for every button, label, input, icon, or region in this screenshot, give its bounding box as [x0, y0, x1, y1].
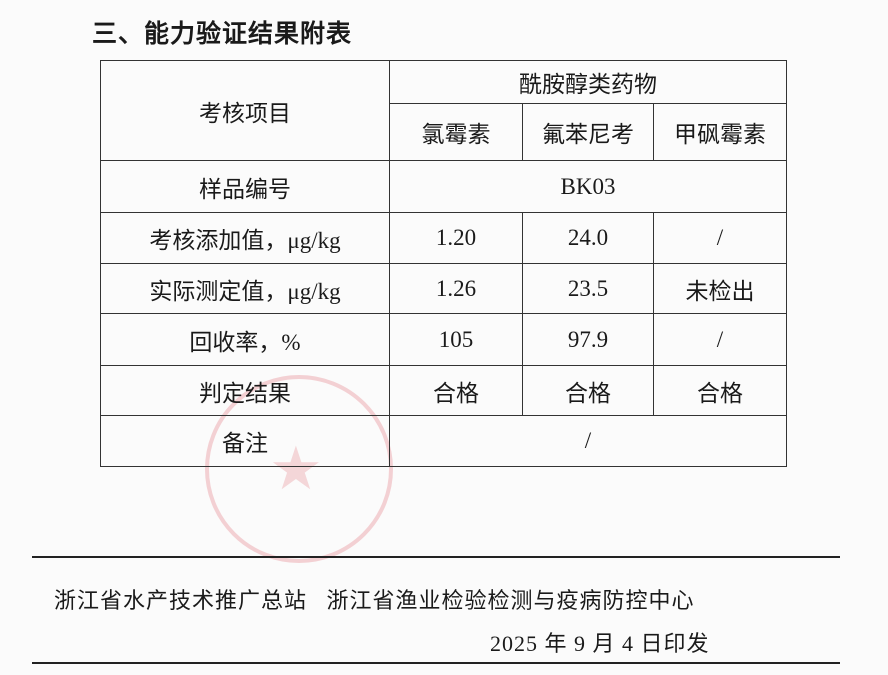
cell: 24.0 — [522, 212, 654, 264]
cell: 1.20 — [389, 212, 523, 264]
issuing-org: 浙江省水产技术推广总站 — [54, 588, 308, 613]
group-header: 酰胺醇类药物 — [389, 60, 787, 104]
table-row: 实际测定值，μg/kg 1.26 23.5 未检出 — [100, 263, 787, 314]
row-label: 考核添加值，μg/kg — [100, 212, 390, 264]
footer-orgs: 浙江省水产技术推广总站 浙江省渔业检验检测与疫病防控中心 — [54, 583, 695, 615]
divider — [32, 662, 840, 664]
cell: 97.9 — [522, 313, 654, 366]
drug-header: 氯霉素 — [389, 103, 523, 161]
results-table: 考核项目 酰胺醇类药物 氯霉素 氟苯尼考 甲砜霉素 样品编号 BK03 考核添加… — [100, 60, 787, 467]
sample-id: BK03 — [389, 160, 787, 213]
table-row: 判定结果 合格 合格 合格 — [100, 365, 787, 416]
section-heading: 三、能力验证结果附表 — [92, 21, 353, 48]
drug-header: 甲砜霉素 — [653, 103, 787, 161]
remark-label: 备注 — [100, 415, 390, 467]
cell: 合格 — [522, 365, 654, 416]
table-row: 回收率，% 105 97.9 / — [100, 313, 787, 366]
row-label: 判定结果 — [100, 365, 390, 416]
drug-header: 氟苯尼考 — [522, 103, 654, 161]
issue-date: 2025 年 9 月 4 日印发 — [490, 631, 710, 656]
cell: 105 — [389, 313, 523, 366]
issuing-org: 浙江省渔业检验检测与疫病防控中心 — [326, 588, 695, 613]
cell: 23.5 — [522, 263, 654, 314]
cell: / — [653, 212, 787, 264]
divider — [32, 556, 840, 558]
row-label: 实际测定值，μg/kg — [100, 263, 390, 314]
cell: 1.26 — [389, 263, 523, 314]
cell: 未检出 — [653, 263, 787, 314]
remark-value: / — [389, 415, 787, 467]
cell: 合格 — [389, 365, 523, 416]
cell: / — [653, 313, 787, 366]
row-label: 回收率，% — [100, 313, 390, 366]
cell: 合格 — [653, 365, 787, 416]
sample-label: 样品编号 — [100, 160, 390, 213]
table-row: 考核添加值，μg/kg 1.20 24.0 / — [100, 212, 787, 264]
item-header: 考核项目 — [100, 60, 390, 161]
